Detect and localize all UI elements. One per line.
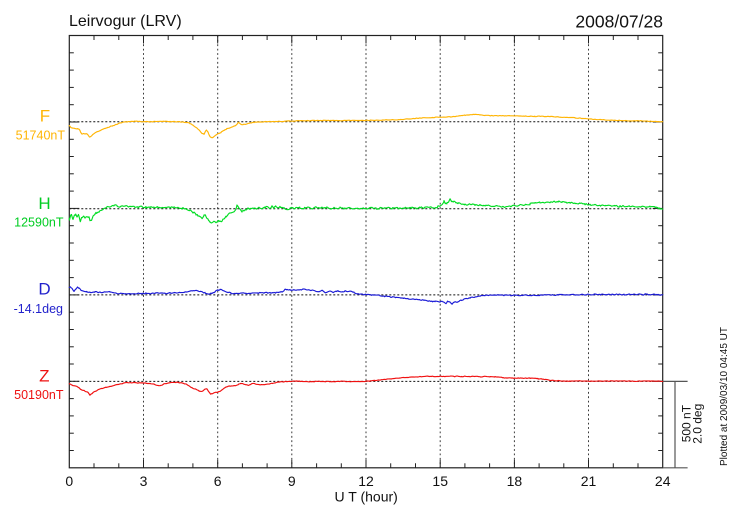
svg-text:H: H — [38, 194, 50, 213]
svg-text:0: 0 — [65, 473, 73, 489]
svg-text:2.0 deg: 2.0 deg — [691, 404, 705, 444]
svg-text:6: 6 — [214, 473, 222, 489]
svg-text:F: F — [40, 107, 50, 126]
svg-text:Leirvogur (LRV): Leirvogur (LRV) — [69, 13, 182, 30]
svg-text:2008/07/28: 2008/07/28 — [575, 11, 663, 31]
svg-text:U T (hour): U T (hour) — [335, 489, 398, 505]
svg-text:21: 21 — [581, 473, 597, 489]
svg-text:Plotted at 2009/03/10 04:45 UT: Plotted at 2009/03/10 04:45 UT — [719, 327, 730, 466]
svg-text:12590nT: 12590nT — [14, 215, 64, 229]
svg-text:50190nT: 50190nT — [14, 388, 64, 402]
svg-text:24: 24 — [655, 473, 671, 489]
svg-text:15: 15 — [432, 473, 448, 489]
svg-text:Z: Z — [39, 367, 49, 386]
svg-text:-14.1deg: -14.1deg — [14, 302, 63, 316]
svg-text:D: D — [38, 280, 50, 299]
svg-text:3: 3 — [140, 473, 148, 489]
svg-text:51740nT: 51740nT — [16, 129, 66, 143]
svg-text:12: 12 — [358, 473, 374, 489]
svg-text:500 nT: 500 nT — [680, 404, 694, 442]
svg-text:9: 9 — [288, 473, 296, 489]
svg-text:18: 18 — [507, 473, 523, 489]
